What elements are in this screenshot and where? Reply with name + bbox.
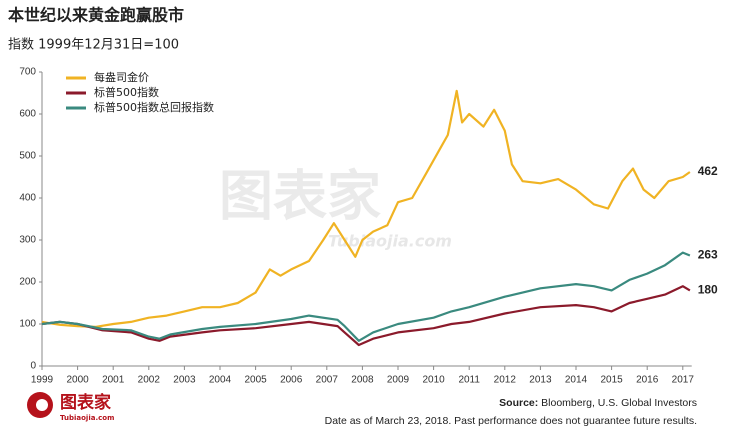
x-tick-label: 2001	[102, 375, 125, 386]
watermark-url: Tubiaojia.com	[328, 232, 452, 251]
legend-label: 每盎司金价	[94, 70, 149, 84]
x-tick-label: 1999	[31, 375, 54, 386]
watermark: 图表家	[219, 165, 381, 228]
source: Source: Bloomberg, U.S. Global Investors	[499, 397, 697, 409]
y-tick-label: 400	[19, 193, 36, 204]
source-text: Bloomberg, U.S. Global Investors	[541, 397, 697, 409]
x-tick-label: 2002	[138, 375, 161, 386]
end-label: 462	[698, 164, 718, 178]
y-tick-label: 500	[19, 151, 36, 162]
chart-title: 本世纪以来黄金跑赢股市	[8, 6, 184, 25]
logo-text: 图表家	[60, 392, 111, 413]
end-label: 263	[698, 248, 718, 262]
x-tick-label: 2005	[244, 375, 267, 386]
x-tick-label: 2008	[351, 375, 374, 386]
x-tick-label: 2000	[66, 375, 89, 386]
series-line	[41, 89, 691, 328]
x-tick-label: 2004	[209, 375, 232, 386]
y-tick-label: 600	[19, 109, 36, 120]
legend-label: 标普500指数	[94, 85, 159, 99]
x-tick-label: 2014	[565, 375, 588, 386]
y-tick-label: 700	[19, 67, 36, 78]
note: Date as of March 23, 2018. Past performa…	[325, 415, 697, 427]
x-tick-label: 2010	[422, 375, 445, 386]
x-tick-label: 2017	[672, 375, 695, 386]
x-tick-label: 2016	[636, 375, 659, 386]
series-line	[41, 285, 691, 347]
x-tick-label: 2009	[387, 375, 410, 386]
y-tick-label: 100	[19, 319, 36, 330]
x-tick-label: 2015	[600, 375, 623, 386]
x-tick-label: 2011	[458, 375, 480, 386]
logo-icon-inner	[36, 399, 48, 411]
x-tick-label: 2013	[529, 375, 552, 386]
end-label: 180	[698, 283, 718, 297]
x-tick-label: 2012	[494, 375, 517, 386]
x-tick-label: 2003	[173, 375, 196, 386]
series-line	[41, 251, 691, 342]
y-tick-label: 0	[30, 361, 36, 372]
logo-url: Tubiaojia.com	[60, 414, 114, 422]
x-tick-label: 2007	[316, 375, 339, 386]
source-label: Source:	[499, 397, 538, 409]
chart-subtitle: 指数 1999年12月31日=100	[8, 38, 179, 53]
y-tick-label: 300	[19, 235, 36, 246]
y-tick-label: 200	[19, 277, 36, 288]
x-tick-label: 2006	[280, 375, 303, 386]
legend-label: 标普500指数总回报指数	[94, 100, 214, 114]
